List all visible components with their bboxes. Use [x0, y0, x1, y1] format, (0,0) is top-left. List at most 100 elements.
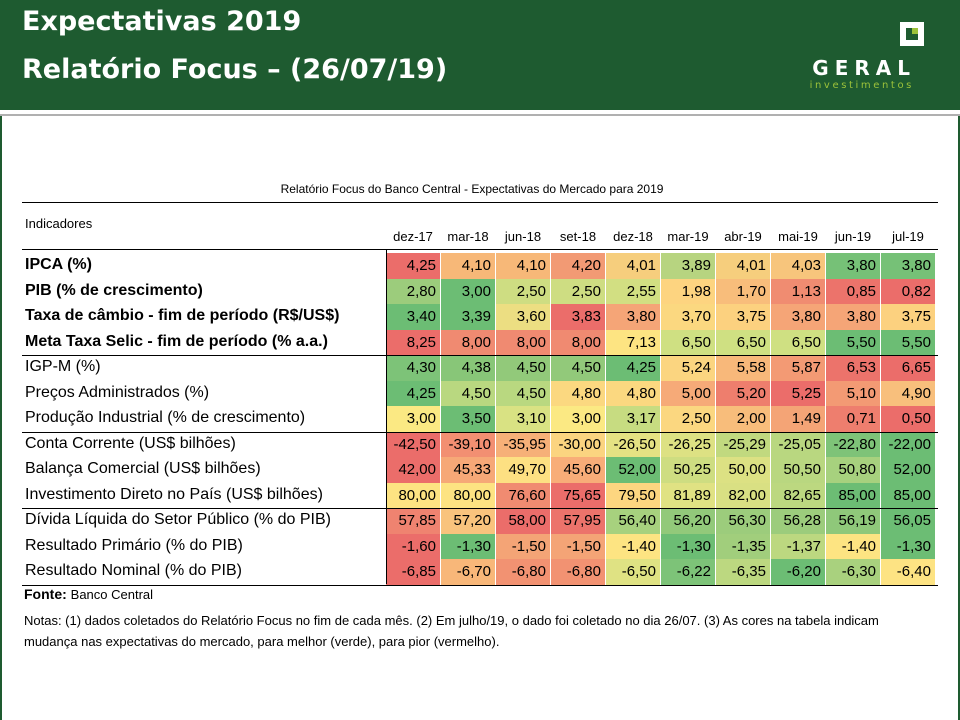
table-title: Relatório Focus do Banco Central - Expec…: [280, 182, 664, 196]
value-cell: 45,60: [551, 457, 605, 483]
value-cell: 4,10: [496, 253, 550, 279]
value-cell: 1,70: [716, 278, 770, 304]
value-cell: 50,00: [716, 457, 770, 483]
value-cell: 4,01: [606, 253, 660, 279]
value-cell: 5,25: [771, 380, 825, 406]
value-cell: 6,50: [771, 329, 825, 355]
value-cell: 56,28: [771, 508, 825, 534]
value-cell: 4,25: [386, 380, 440, 406]
value-cell: 4,01: [716, 253, 770, 279]
table-row: Preços Administrados (%) 4,25 4,50 4,50 4,80…: [22, 380, 938, 406]
table-row: Resultado Nominal (% do PIB) -6,85 -6,70 -6…: [22, 559, 938, 585]
value-cell: 81,89: [661, 482, 715, 508]
column-header: set-18: [559, 229, 597, 244]
value-cell: 0,85: [826, 278, 880, 304]
row-label: Dívida Líquida do Setor Público (% do PI…: [25, 511, 331, 528]
table-row: IPCA (%) 4,25 4,10 4,10 4,20 4,01 3,89 4,01 4,03…: [22, 253, 938, 279]
column-header: abr-19: [724, 229, 762, 244]
value-cell: 0,50: [881, 406, 935, 432]
value-cell: 3,80: [826, 304, 880, 330]
value-cell: -25,29: [716, 431, 770, 457]
column-header: jul-19: [892, 229, 924, 244]
value-cell: 3,80: [771, 304, 825, 330]
value-cell: -6,20: [771, 559, 825, 585]
value-cell: 50,80: [826, 457, 880, 483]
row-label: IGP-M (%): [25, 358, 101, 375]
value-cell: -6,85: [386, 559, 440, 585]
value-cell: 4,38: [441, 355, 495, 381]
source-value: Banco Central: [70, 587, 154, 602]
value-cell: -22,80: [826, 431, 880, 457]
value-cell: 52,00: [881, 457, 935, 483]
value-cell: -26,25: [661, 431, 715, 457]
value-cell: -30,00: [551, 431, 605, 457]
value-cell: 4,20: [551, 253, 605, 279]
value-cell: 3,10: [496, 406, 550, 432]
value-cell: 8,00: [441, 329, 495, 355]
label-column-divider: [386, 250, 387, 584]
value-cell: 56,05: [881, 508, 935, 534]
value-cell: -25,05: [771, 431, 825, 457]
value-cell: 5,50: [826, 329, 880, 355]
table-row: Conta Corrente (US$ bilhões) -42,50 -39,10…: [22, 431, 938, 457]
value-cell: 5,20: [716, 380, 770, 406]
value-cell: 4,80: [551, 380, 605, 406]
value-cell: -6,80: [551, 559, 605, 585]
value-cell: -6,80: [496, 559, 550, 585]
value-cell: 0,71: [826, 406, 880, 432]
value-cell: 4,50: [496, 380, 550, 406]
table-row: Meta Taxa Selic - fim de período (% a.a.…: [22, 329, 938, 355]
header-bar: Expectativas 2019 Relatório Focus – (26/…: [0, 0, 960, 110]
value-cell: 4,30: [386, 355, 440, 381]
value-cell: 3,75: [881, 304, 935, 330]
group-separator: [22, 431, 938, 433]
row-label: Conta Corrente (US$ bilhões): [25, 434, 236, 452]
logo-subtitle: investimentos: [809, 80, 914, 91]
table-row: PIB (% de crescimento) 2,80 3,00 2,50 2,50 2,…: [22, 278, 938, 304]
value-cell: -6,50: [606, 559, 660, 585]
column-header: mar-19: [667, 229, 709, 244]
value-cell: -6,35: [716, 559, 770, 585]
value-cell: 6,53: [826, 355, 880, 381]
value-cell: -1,50: [496, 533, 550, 559]
value-cell: -39,10: [441, 431, 495, 457]
value-cell: -1,30: [661, 533, 715, 559]
value-cell: 85,00: [881, 482, 935, 508]
value-cell: 4,10: [441, 253, 495, 279]
value-cell: 3,83: [551, 304, 605, 330]
value-cell: 3,70: [661, 304, 715, 330]
group-separator: [22, 508, 938, 509]
value-cell: 56,30: [716, 508, 770, 534]
table-row: Investimento Direto no País (US$ bilhões…: [22, 482, 938, 508]
value-cell: 3,00: [386, 406, 440, 432]
table-title-underline: [22, 202, 938, 203]
value-cell: 2,50: [661, 406, 715, 432]
header-underline: [22, 249, 938, 250]
value-cell: 3,39: [441, 304, 495, 330]
value-cell: 50,50: [771, 457, 825, 483]
table-row: Dívida Líquida do Setor Público (% do PI…: [22, 508, 938, 534]
row-label: Resultado Nominal (% do PIB): [25, 562, 242, 579]
source-line: Fonte: Banco Central: [24, 586, 153, 602]
column-header: dez-17: [393, 229, 433, 244]
value-cell: 3,80: [881, 253, 935, 279]
value-cell: 3,75: [716, 304, 770, 330]
table-row: IGP-M (%) 4,30 4,38 4,50 4,50 4,25 5,24 5,58 5,8…: [22, 355, 938, 381]
value-cell: 2,55: [606, 278, 660, 304]
value-cell: -1,40: [606, 533, 660, 559]
indicators-header: Indicadores: [25, 216, 93, 231]
column-header: mar-18: [447, 229, 489, 244]
value-cell: -6,30: [826, 559, 880, 585]
value-cell: -1,30: [441, 533, 495, 559]
row-label: PIB (% de crescimento): [25, 281, 203, 299]
value-cell: -1,37: [771, 533, 825, 559]
value-cell: 3,80: [826, 253, 880, 279]
value-cell: 3,00: [441, 278, 495, 304]
value-cell: 3,00: [551, 406, 605, 432]
value-cell: 7,13: [606, 329, 660, 355]
value-cell: -22,00: [881, 431, 935, 457]
value-cell: 56,20: [661, 508, 715, 534]
row-label: Meta Taxa Selic - fim de período (% a.a.…: [25, 332, 328, 350]
value-cell: -42,50: [386, 431, 440, 457]
slide-title: Expectativas 2019: [22, 6, 302, 37]
